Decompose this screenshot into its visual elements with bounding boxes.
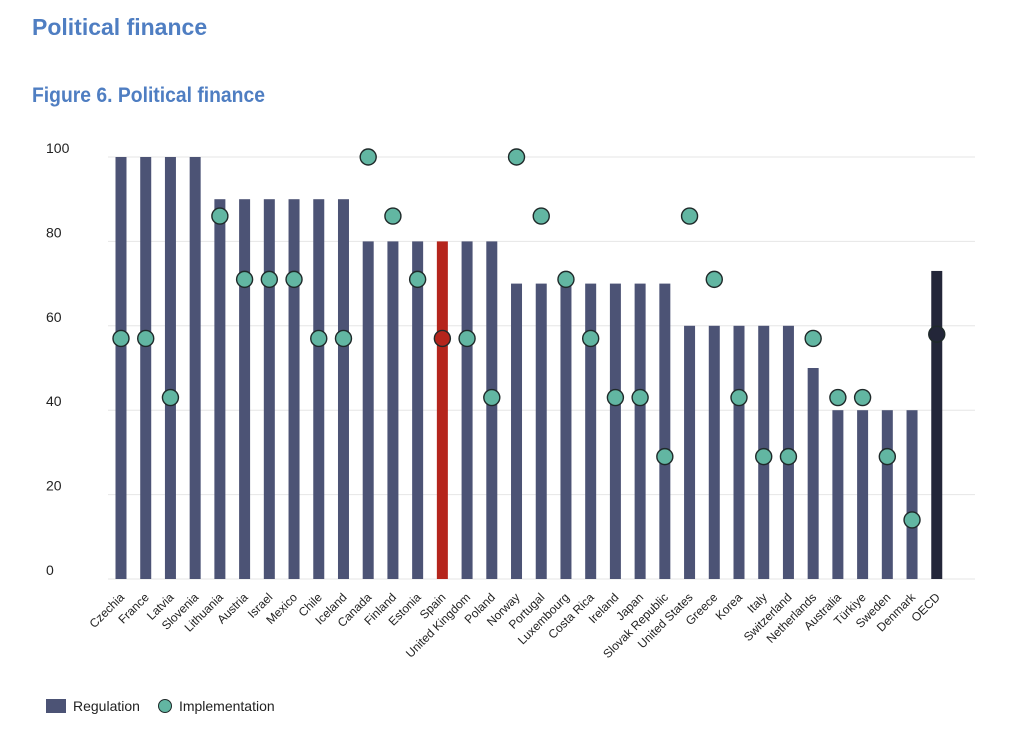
x-tick-label: Korea: [713, 590, 746, 623]
legend-label-implementation: Implementation: [178, 698, 275, 714]
marker-implementation: [557, 270, 575, 289]
marker-implementation: [532, 207, 550, 225]
marker-implementation: [260, 270, 279, 289]
bar-regulation: [164, 157, 176, 579]
legend-swatch-implementation: [157, 699, 172, 713]
bar-regulation: [387, 241, 399, 579]
marker-implementation: [507, 148, 526, 166]
marker-implementation: [705, 270, 723, 289]
bar-regulation: [931, 270, 943, 579]
marker-implementation: [804, 329, 822, 348]
marker-implementation: [581, 329, 600, 348]
bar-regulation: [412, 241, 424, 579]
bar-regulation: [585, 283, 597, 579]
marker-implementation: [161, 388, 180, 407]
marker-implementation: [235, 270, 254, 289]
bar-regulation: [659, 283, 671, 579]
chart: 020406080100CzechiaFranceLatviaSloveniaL…: [46, 140, 975, 661]
bar-regulation: [857, 410, 869, 579]
marker-implementation: [112, 329, 130, 348]
bar-regulation: [634, 283, 646, 579]
marker-implementation: [680, 207, 699, 225]
page-heading: Political finance: [32, 14, 208, 40]
bar-regulation: [189, 157, 201, 579]
bar-regulation: [609, 283, 621, 579]
y-tick-label: 60: [46, 309, 62, 325]
marker-implementation: [408, 270, 427, 289]
y-tick-label: 20: [46, 478, 62, 494]
y-tick-label: 40: [46, 393, 62, 409]
marker-implementation: [928, 325, 946, 343]
bar-regulation: [115, 157, 127, 579]
legend-item-implementation: Implementation: [157, 698, 275, 714]
bar-regulation: [140, 157, 152, 579]
marker-implementation: [878, 447, 897, 466]
marker-implementation: [458, 329, 476, 348]
marker-implementation: [137, 329, 155, 348]
bar-regulation: [263, 199, 275, 579]
bar-regulation: [807, 368, 819, 579]
marker-implementation: [384, 207, 402, 225]
x-tick-label: OECD: [908, 590, 943, 625]
bar-regulation: [560, 283, 572, 579]
marker-implementation: [483, 388, 501, 407]
bar-regulation: [684, 325, 696, 579]
marker-implementation: [606, 388, 625, 407]
marker-implementation: [631, 388, 649, 407]
bar-regulation: [362, 241, 374, 579]
marker-implementation: [359, 148, 377, 166]
marker-implementation: [853, 388, 872, 407]
marker-implementation: [310, 329, 328, 348]
bar-regulation: [313, 199, 325, 579]
legend: Regulation Implementation: [46, 698, 293, 714]
legend-label-regulation: Regulation: [73, 698, 140, 714]
bar-regulation: [461, 241, 473, 579]
marker-implementation: [779, 447, 798, 466]
bar-regulation: [906, 410, 918, 579]
marker-implementation: [285, 270, 303, 289]
marker-implementation: [656, 447, 674, 466]
y-tick-label: 100: [46, 140, 70, 156]
bar-regulation: [239, 199, 251, 579]
bar-regulation: [214, 199, 226, 579]
bar-regulation: [535, 283, 547, 579]
legend-swatch-regulation: [46, 699, 66, 713]
bar-regulation: [436, 241, 448, 579]
marker-implementation: [730, 388, 748, 407]
marker-implementation: [903, 511, 921, 529]
bar-regulation: [486, 241, 498, 579]
y-tick-label: 0: [46, 562, 54, 578]
marker-implementation: [334, 329, 353, 348]
marker-implementation: [433, 329, 452, 348]
marker-implementation: [211, 207, 229, 225]
marker-implementation: [829, 388, 847, 407]
bar-regulation: [733, 325, 745, 579]
bar-regulation: [881, 410, 893, 579]
bar-regulation: [708, 325, 720, 579]
figure-title: Figure 6. Political finance: [32, 84, 265, 107]
bar-regulation: [511, 283, 523, 579]
bar-regulation: [288, 199, 300, 579]
marker-implementation: [755, 447, 773, 466]
y-tick-label: 80: [46, 224, 62, 240]
legend-item-regulation: Regulation: [46, 698, 140, 714]
bar-regulation: [832, 410, 844, 579]
bar-regulation: [337, 199, 349, 579]
